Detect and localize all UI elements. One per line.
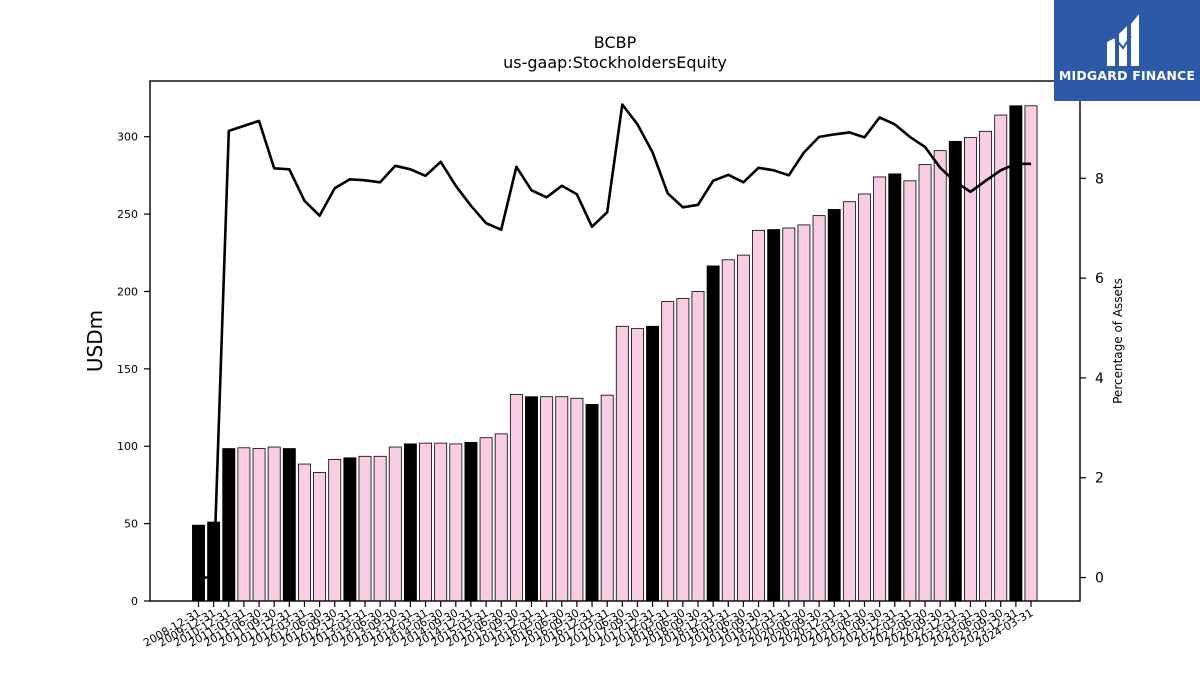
y-tick-label: 0 bbox=[131, 595, 138, 608]
left-axis: 0 50 100 150 200 250 300 bbox=[117, 131, 150, 608]
bar bbox=[449, 443, 463, 602]
bar bbox=[313, 472, 327, 602]
bar bbox=[706, 265, 720, 602]
bar bbox=[858, 193, 871, 602]
y-tick-label: 250 bbox=[117, 208, 138, 221]
bar bbox=[297, 463, 311, 602]
bar bbox=[1024, 105, 1038, 602]
bar bbox=[661, 301, 675, 602]
bar bbox=[736, 254, 750, 602]
y2-tick-label: 4 bbox=[1095, 371, 1104, 387]
y2-tick-label: 0 bbox=[1095, 571, 1104, 587]
line-layer bbox=[198, 103, 1031, 579]
bar bbox=[752, 229, 765, 602]
bar bbox=[479, 437, 493, 602]
bar bbox=[282, 448, 296, 602]
bar bbox=[494, 433, 508, 602]
bar bbox=[721, 259, 735, 602]
y-tick-label: 150 bbox=[117, 363, 138, 376]
y2-tick-label: 6 bbox=[1095, 271, 1104, 287]
y-tick-label: 200 bbox=[117, 285, 138, 298]
bar bbox=[222, 448, 236, 602]
bar bbox=[570, 397, 584, 602]
bar bbox=[419, 442, 432, 602]
bar bbox=[237, 447, 251, 602]
chart-subtitle: us-gaap:StockholdersEquity bbox=[503, 53, 727, 72]
bar bbox=[873, 176, 887, 602]
bar bbox=[918, 164, 932, 602]
chart-title: BCBP bbox=[594, 33, 637, 52]
bar bbox=[600, 394, 614, 602]
bar bbox=[631, 328, 644, 602]
y2-tick-label: 2 bbox=[1095, 471, 1104, 487]
y2-tick-label: 8 bbox=[1095, 171, 1104, 187]
bar bbox=[933, 150, 947, 602]
bar bbox=[812, 215, 826, 602]
bar bbox=[525, 396, 538, 602]
y-tick-label: 50 bbox=[124, 518, 138, 531]
bar bbox=[979, 130, 993, 602]
bar bbox=[403, 443, 417, 602]
plot-frame bbox=[149, 80, 1081, 602]
bar bbox=[842, 201, 856, 602]
bar bbox=[388, 446, 402, 602]
bar bbox=[267, 446, 281, 602]
right-axis: 0 2 4 6 8 bbox=[1080, 171, 1104, 587]
bar bbox=[964, 137, 977, 602]
bar bbox=[192, 524, 205, 602]
brand-name: MIDGARD FINANCE bbox=[1058, 68, 1196, 83]
bar bbox=[782, 227, 796, 602]
y-tick-label: 300 bbox=[117, 131, 138, 144]
bar bbox=[676, 298, 690, 602]
bar bbox=[1009, 105, 1023, 602]
bar bbox=[888, 173, 902, 602]
bar bbox=[585, 404, 599, 602]
y-tick-label: 100 bbox=[117, 440, 138, 453]
bar bbox=[252, 448, 266, 602]
bar bbox=[464, 441, 478, 602]
brand-logo: MIDGARD FINANCE bbox=[1054, 0, 1200, 101]
bar bbox=[343, 457, 357, 602]
bar bbox=[767, 229, 781, 602]
midgard-logo-icon bbox=[1107, 14, 1139, 66]
y2-axis-label: Percentage of Assets bbox=[1111, 278, 1125, 404]
bar bbox=[555, 396, 569, 602]
bar bbox=[827, 209, 841, 602]
bar bbox=[373, 455, 387, 602]
y-axis-label: USDm bbox=[83, 310, 107, 372]
bar bbox=[358, 455, 372, 602]
series-line bbox=[198, 103, 1031, 579]
bar bbox=[328, 458, 342, 602]
bar bbox=[903, 180, 917, 602]
bar bbox=[948, 140, 962, 602]
bar bbox=[646, 325, 660, 602]
bar bbox=[540, 396, 554, 602]
bar bbox=[691, 291, 705, 602]
x-axis: 2008-12-312009-12-312010-12-312011-03-31… bbox=[141, 601, 1036, 650]
bar bbox=[509, 393, 523, 602]
bar bbox=[994, 114, 1008, 602]
bar bbox=[797, 224, 811, 602]
bar bbox=[615, 325, 629, 602]
bar bbox=[434, 442, 448, 602]
bar-group bbox=[192, 105, 1038, 602]
